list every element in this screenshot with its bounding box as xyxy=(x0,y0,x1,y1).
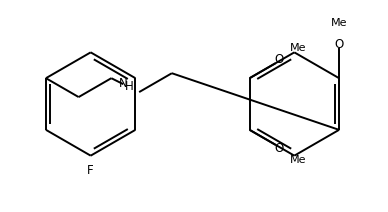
Text: Me: Me xyxy=(290,155,307,165)
Text: Me: Me xyxy=(331,18,347,28)
Text: Me: Me xyxy=(290,43,307,53)
Text: H: H xyxy=(125,80,133,93)
Text: F: F xyxy=(87,164,94,177)
Text: O: O xyxy=(275,53,284,66)
Text: N: N xyxy=(119,77,128,90)
Text: O: O xyxy=(334,38,344,51)
Text: O: O xyxy=(275,142,284,155)
